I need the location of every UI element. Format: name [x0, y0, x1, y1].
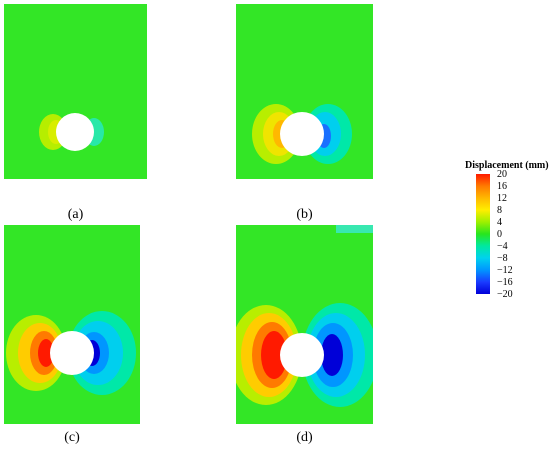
- hole-d: [280, 333, 324, 377]
- positive-lobe-c: [6, 315, 66, 391]
- contour-map-a: [4, 4, 147, 179]
- colorbar-swatch: [476, 198, 490, 210]
- contour-map-c: [4, 225, 140, 424]
- colorbar-tick-label: 16: [497, 181, 507, 192]
- panel-label-a: (a): [67, 207, 84, 222]
- colorbar-tick-label: −16: [497, 277, 513, 288]
- colorbar-swatch: [476, 222, 490, 234]
- panel-b: (b): [236, 4, 373, 222]
- colorbar-swatch: [476, 174, 490, 186]
- hole-b: [280, 112, 324, 156]
- colorbar-tick-label: 8: [497, 205, 502, 216]
- colorbar-tick-label: 4: [497, 217, 502, 228]
- negative-lobe-d: [302, 303, 373, 407]
- colorbar-tick-label: −20: [497, 289, 513, 300]
- colorbar-swatch: [476, 210, 490, 222]
- colorbar-swatch: [476, 270, 490, 282]
- colorbar-swatch: [476, 282, 490, 294]
- panel-c: (c): [4, 225, 140, 445]
- panel-a: (a): [4, 4, 147, 222]
- colorbar-tick-label: 12: [497, 193, 507, 204]
- panel-label-d: (d): [296, 430, 313, 445]
- colorbar-tick-label: 0: [497, 229, 502, 240]
- contour-map-d: [236, 225, 373, 424]
- colorbar-tick-label: −8: [497, 253, 508, 264]
- panel-label-b: (b): [296, 207, 313, 222]
- panel-d: (d): [236, 225, 373, 445]
- positive-lobe-d: [236, 305, 302, 405]
- colorbar-swatch: [476, 234, 490, 246]
- hole-a: [56, 113, 94, 151]
- legend-title: Displacement (mm): [465, 160, 549, 171]
- colorbar-swatch: [476, 258, 490, 270]
- colorbar-legend: Displacement (mm) 20 16 12 8 4 0 −4 −8 −12 −16 −20: [465, 160, 550, 300]
- hole-c: [50, 331, 94, 375]
- colorbar-tick-label: 20: [497, 169, 507, 180]
- contour-map-b: [236, 4, 373, 179]
- panel-label-c: (c): [64, 430, 80, 445]
- colorbar-tick-label: −12: [497, 265, 513, 276]
- colorbar-swatch: [476, 246, 490, 258]
- colorbar-swatch: [476, 186, 490, 198]
- colorbar-tick-label: −4: [497, 241, 508, 252]
